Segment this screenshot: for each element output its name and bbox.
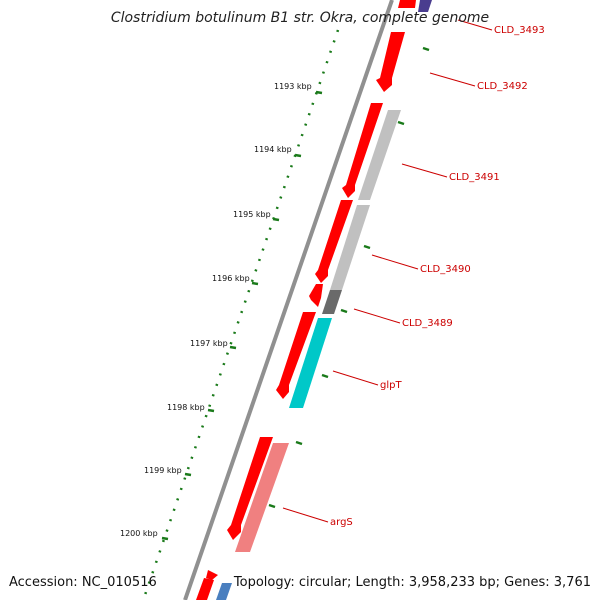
label-leader	[353, 308, 401, 324]
reverse-strand-features	[216, 0, 432, 600]
scale-tick	[315, 90, 323, 95]
scale-dots	[143, 29, 340, 596]
gene-tick	[321, 373, 329, 379]
gene-label: CLD_3492	[477, 81, 528, 92]
genome-backbone	[183, 0, 394, 600]
gene-tick	[397, 120, 405, 126]
scale-major-ticks	[161, 90, 323, 541]
scale-label: 1200 kbp	[120, 529, 158, 538]
scale-tick	[272, 217, 280, 222]
gene-tick	[422, 46, 430, 52]
scale-tick	[184, 472, 192, 477]
forward-strand-features	[196, 0, 416, 600]
gene-feature	[322, 290, 342, 314]
label-leader	[332, 370, 379, 386]
gene-label: CLD_3489	[402, 318, 453, 329]
gene-tick	[295, 440, 303, 446]
gene-feature	[342, 103, 383, 198]
gene-feature	[227, 437, 273, 540]
gene-feature	[196, 578, 214, 600]
accession-text: Accession: NC_010516	[9, 575, 157, 590]
scale-tick	[229, 345, 237, 350]
scale-label: 1195 kbp	[233, 210, 271, 219]
label-leaders	[282, 19, 493, 523]
gene-feature	[206, 570, 218, 580]
gene-tick	[268, 503, 276, 509]
gene-feature	[418, 0, 432, 12]
scale-label: 1196 kbp	[212, 274, 250, 283]
scale-label: 1194 kbp	[254, 145, 292, 154]
argS-feature	[235, 443, 289, 552]
label-leader	[282, 507, 329, 523]
gene-label: CLD_3493	[494, 25, 545, 36]
gene-feature	[315, 200, 353, 283]
gene-tick	[363, 244, 371, 250]
label-leader	[429, 72, 476, 87]
gene-feature	[330, 205, 370, 290]
scale-label: 1197 kbp	[190, 339, 228, 348]
label-leader	[371, 254, 419, 270]
scale-tick	[161, 536, 169, 541]
scale-tick	[207, 408, 215, 413]
scale-label: 1199 kbp	[144, 466, 182, 475]
gene-label: CLD_3490	[420, 264, 471, 275]
scale-tick	[294, 153, 302, 158]
gene-feature	[398, 0, 416, 8]
gene-label: argS	[330, 517, 353, 528]
gene-feature	[309, 284, 323, 307]
gene-feature	[276, 312, 316, 399]
glpT-feature	[289, 318, 332, 408]
label-leader	[401, 163, 448, 178]
scale-label: 1198 kbp	[167, 403, 205, 412]
gene-feature	[358, 110, 401, 200]
gene-label: CLD_3491	[449, 172, 500, 183]
gene-label: glpT	[380, 380, 402, 391]
summary-text: Topology: circular; Length: 3,958,233 bp…	[233, 575, 591, 590]
gene-feature	[376, 32, 405, 92]
gene-feature	[216, 583, 232, 600]
label-leader	[457, 19, 493, 31]
map-title: Clostridium botulinum B1 str. Okra, comp…	[111, 10, 489, 26]
gene-ticks	[268, 46, 430, 509]
scale-label: 1193 kbp	[274, 82, 312, 91]
scale-tick	[251, 281, 259, 286]
gene-tick	[340, 308, 348, 314]
